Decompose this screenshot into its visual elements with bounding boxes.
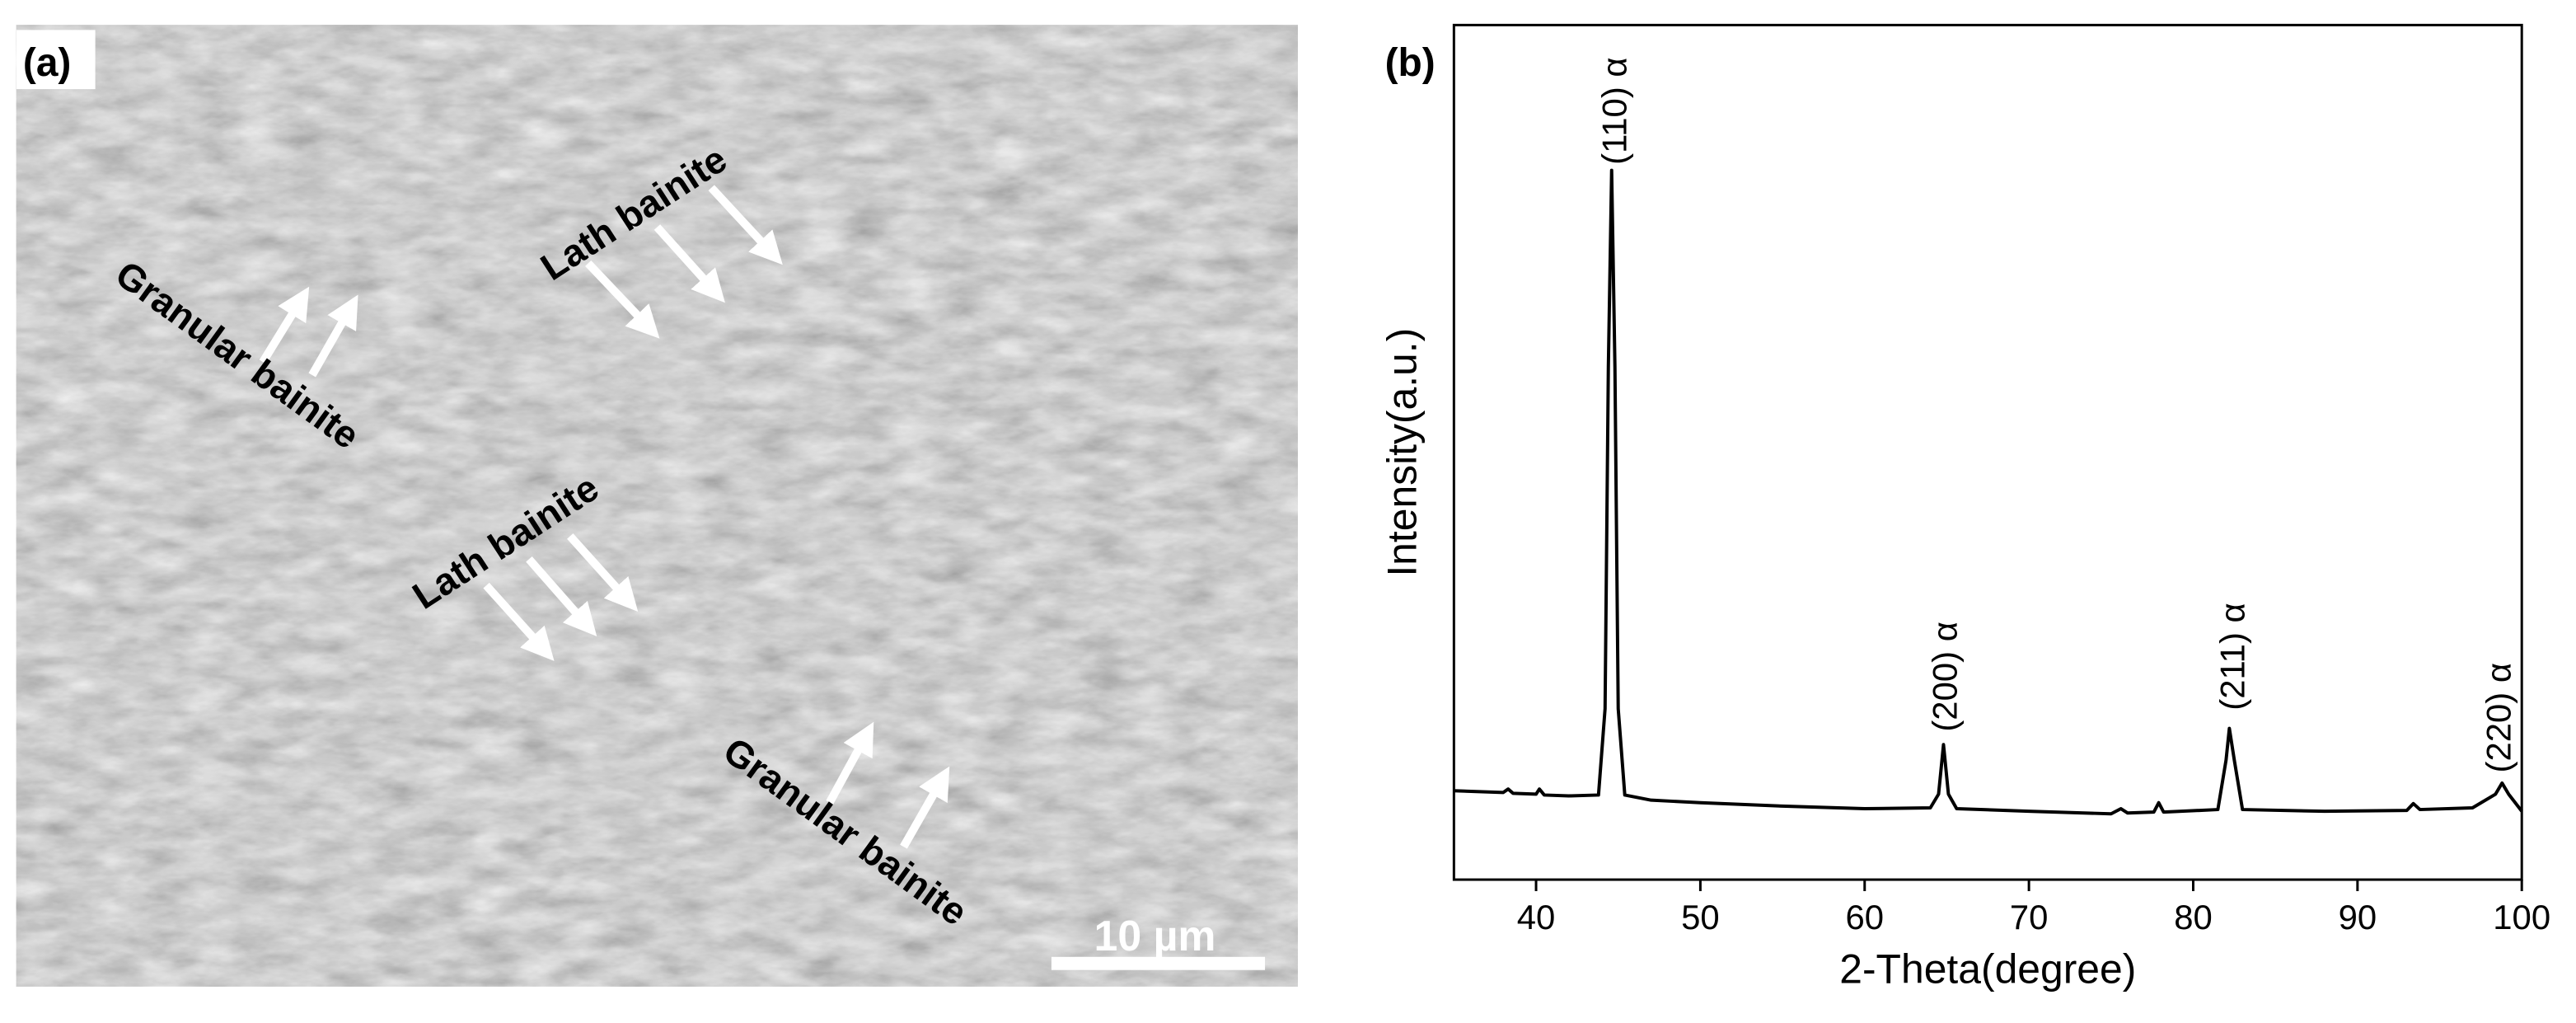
arrow <box>826 721 874 805</box>
x-tick-label: 100 <box>2493 898 2550 936</box>
panel-label: (b) <box>1385 41 1436 85</box>
peak-annotation: (220) α <box>2479 663 2517 773</box>
x-tick-label: 40 <box>1517 898 1556 936</box>
arrow <box>259 286 310 364</box>
panel-label-box <box>16 30 96 90</box>
peak-annotation: (211) α <box>2213 603 2251 710</box>
scale-bar <box>1051 956 1266 970</box>
x-tick-label: 50 <box>1681 898 1720 936</box>
micrograph-texture <box>16 25 1298 987</box>
x-tick-label: 60 <box>1845 898 1884 936</box>
arrow <box>526 556 597 637</box>
arrow <box>653 224 725 303</box>
arrow <box>483 582 555 661</box>
xrd-panel: (b) 2-Theta(degree) Intensity(a.u.) 40 50… <box>1379 23 2550 992</box>
x-tick-label: 80 <box>2174 898 2213 936</box>
micrograph-panel: (a) Granular bainite Lath bainite Lath b… <box>16 25 1298 987</box>
arrow <box>585 260 660 339</box>
arrow <box>308 294 358 378</box>
scale-bar-label: 10 µm <box>1094 912 1216 960</box>
x-axis-label: 2-Theta(degree) <box>1839 946 2136 992</box>
panel-label: (a) <box>23 41 71 85</box>
arrow <box>708 185 783 265</box>
y-axis-label: Intensity(a.u.) <box>1379 328 1426 577</box>
plot-frame <box>1452 23 2523 881</box>
x-tick-label: 70 <box>2010 898 2049 936</box>
peak-annotation: (110) α <box>1595 57 1634 164</box>
arrow <box>567 533 639 612</box>
peak-annotation: (200) α <box>1925 622 1964 732</box>
xrd-line <box>1454 168 2523 816</box>
arrow <box>900 766 950 849</box>
arrows <box>259 185 950 849</box>
x-tick-label: 90 <box>2339 898 2377 936</box>
